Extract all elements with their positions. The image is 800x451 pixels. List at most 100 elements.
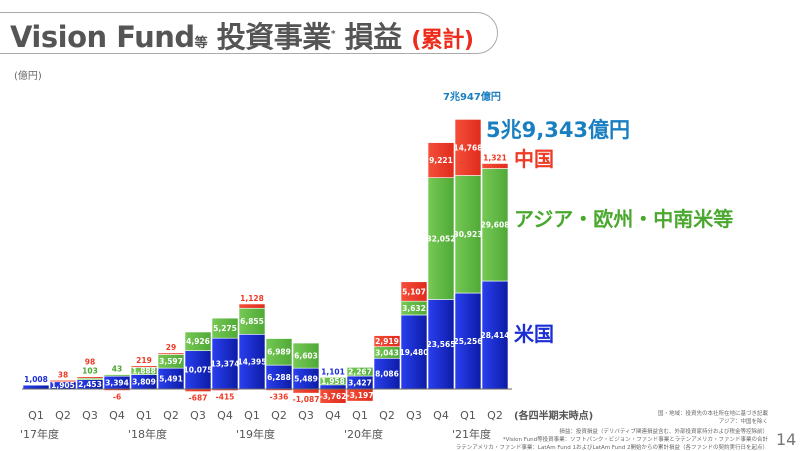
data-label-us-16: 25,256 — [454, 337, 483, 346]
x-tick-label: Q3 — [298, 409, 314, 422]
footnote-4: *Vision Fund等投資事業：ソフトバンク・ビジョン・ファンド事業とラテン… — [502, 437, 768, 443]
data-label-china-15: 9,221 — [429, 156, 453, 165]
data-label-asia-12: 2,267 — [348, 367, 372, 376]
bar-asia-6 — [184, 331, 212, 352]
bar-china-1 — [49, 379, 77, 383]
bar-china-16 — [454, 119, 482, 176]
data-label-us-10: 5,489 — [294, 374, 318, 383]
bar-china-8 — [238, 303, 266, 309]
data-label-us-14: 19,480 — [400, 348, 429, 357]
legend-china: 中国 — [514, 147, 554, 171]
year-label: '21年度 — [452, 427, 491, 441]
bar-china-2 — [76, 376, 104, 379]
x-tick-label: Q4 — [433, 409, 449, 422]
x-tick-label: Q2 — [379, 409, 395, 422]
bar-asia-7 — [211, 317, 239, 339]
bar-china-5 — [157, 352, 185, 355]
data-label-asia-7: 5,275 — [213, 324, 237, 333]
data-label-asia-14: 3,632 — [402, 304, 426, 313]
footnote-5: ラテンアメリカ・ファンド事業：LatAm Fund 1およびLatAm Fund… — [455, 445, 768, 451]
title-small: 等 — [194, 36, 208, 51]
data-label-us-7: 13,374 — [211, 359, 240, 368]
data-label-china-6: -687 — [189, 394, 208, 403]
unit-label: (億円) — [14, 71, 42, 82]
x-tick-label: Q4 — [217, 409, 233, 422]
legend-us: 米国 — [514, 322, 554, 346]
period-note: (各四半期末時点) — [514, 409, 593, 422]
data-label-us-11: 1,101 — [321, 367, 345, 376]
bar-us-0 — [22, 384, 50, 390]
bar-asia-15 — [427, 177, 455, 300]
data-label-asia-8: 6,855 — [240, 317, 264, 326]
title-frame — [0, 12, 498, 54]
year-label: '20年度 — [344, 427, 383, 441]
x-tick-label: Q4 — [325, 409, 341, 422]
year-label: '19年度 — [236, 427, 275, 441]
x-tick-label: Q1 — [244, 409, 260, 422]
data-label-us-12: 3,427 — [348, 378, 372, 387]
x-tick-label: Q1 — [460, 409, 476, 422]
data-label-asia-10: 6,603 — [294, 351, 318, 360]
footnote-2: アジア：中国を除く — [718, 419, 768, 425]
data-label-us-0: 1,008 — [24, 375, 48, 384]
page-number: 14 — [776, 430, 797, 449]
title-main: Vision Fund — [10, 20, 195, 54]
data-label-us-1: 1,905 — [51, 381, 75, 390]
bar-us-16 — [454, 292, 482, 390]
data-label-us-8: 14,395 — [238, 357, 267, 366]
x-tick-label: Q3 — [190, 409, 206, 422]
bar-china-4 — [130, 365, 158, 368]
data-label-china-5: 29 — [166, 343, 176, 352]
bar-asia-3 — [103, 374, 131, 377]
data-label-china-7: -415 — [216, 393, 235, 402]
x-tick-label: Q2 — [55, 409, 71, 422]
data-label-china-11: -3,762 — [320, 392, 347, 401]
bar-china-14 — [400, 281, 428, 302]
data-label-china-10: -1,087 — [293, 395, 320, 404]
title-mark: * — [330, 29, 336, 40]
bar-china-17 — [481, 163, 509, 169]
year-label: '17年度 — [20, 427, 59, 441]
data-label-china-12: -3,197 — [347, 391, 374, 400]
bar-asia-12 — [346, 367, 374, 377]
peak-total-callout: 7兆947億円 — [443, 92, 501, 103]
x-tick-label: Q1 — [28, 409, 44, 422]
x-tick-label: Q2 — [163, 409, 179, 422]
bar-asia-10 — [292, 342, 320, 369]
data-label-asia-5: 3,597 — [159, 357, 183, 366]
bar-us-8 — [238, 333, 266, 390]
x-tick-label: Q3 — [406, 409, 422, 422]
bar-china-10 — [292, 388, 320, 394]
title-jp: 投資事業 — [216, 20, 332, 54]
data-label-asia-6: 4,926 — [186, 337, 210, 346]
data-label-china-14: 5,107 — [402, 287, 426, 296]
data-label-asia-2: 103 — [82, 367, 98, 376]
bar-asia-9 — [265, 338, 293, 366]
title-cumulative: (累計) — [411, 28, 474, 53]
data-label-us-3: 3,394 — [105, 378, 129, 387]
data-label-asia-3: 43 — [112, 365, 122, 374]
data-label-china-2: 98 — [85, 358, 95, 367]
bar-asia-16 — [454, 175, 482, 294]
data-label-us-9: 6,288 — [267, 373, 291, 382]
data-label-us-4: 3,809 — [132, 378, 156, 387]
data-label-asia-13: 3,043 — [375, 348, 399, 357]
data-label-china-9: -336 — [270, 393, 289, 402]
x-tick-label: Q1 — [136, 409, 152, 422]
data-label-asia-9: 6,989 — [267, 348, 291, 357]
data-label-asia-17: 29,608 — [481, 221, 510, 230]
page-title: Vision Fund等 投資事業* 損益 (累計) — [10, 14, 474, 56]
data-label-china-17: 1,321 — [483, 153, 507, 162]
data-label-asia-4: 1,888 — [132, 367, 156, 376]
data-label-china-3: -6 — [113, 393, 121, 402]
data-label-china-1: 38 — [58, 370, 68, 379]
data-label-asia-15: 32,052 — [427, 234, 456, 243]
data-label-us-5: 5,491 — [159, 374, 183, 383]
data-label-china-8: 1,128 — [240, 294, 264, 303]
x-tick-label: Q4 — [109, 409, 125, 422]
x-tick-label: Q3 — [82, 409, 98, 422]
bar-asia-11 — [319, 377, 347, 386]
bar-asia-8 — [238, 307, 266, 335]
data-label-us-6: 10,075 — [184, 366, 213, 375]
